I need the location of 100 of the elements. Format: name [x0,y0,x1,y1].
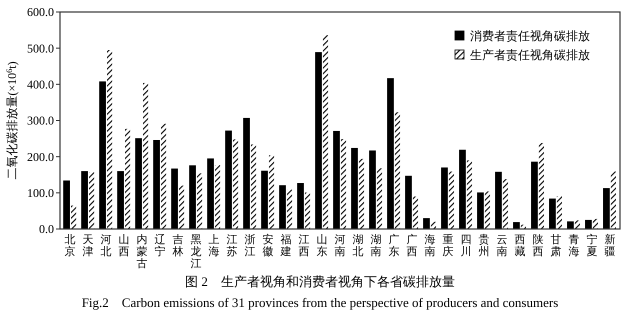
bar [207,158,214,230]
x-tick-label: 河北 [100,234,112,258]
bar [405,176,412,230]
bar [189,165,196,230]
bar [178,184,185,230]
y-tick-label: 500.0 [27,41,54,56]
x-tick-label: 湖北 [352,234,364,258]
bar [502,178,509,230]
bar [549,198,556,230]
x-tick-label: 宁夏 [586,233,598,258]
bar [358,158,365,230]
bar [466,160,473,230]
bar [369,150,376,230]
bar [117,171,124,230]
x-tick-label: 上海 [208,233,220,258]
bar [333,130,340,230]
bar [225,130,232,230]
x-tick-label: 辽宁 [154,234,166,258]
bar [495,172,502,230]
bar [286,188,293,230]
bar [315,52,322,230]
x-tick-label: 江西 [298,234,310,258]
x-tick-label: 山西 [118,233,130,258]
x-tick-label: 吉林 [172,233,184,258]
x-tick-label: 浙江 [244,233,256,258]
x-tick-label: 天津 [82,234,94,258]
bar [430,221,437,230]
bar [538,142,545,230]
bar [297,183,304,230]
bar [394,111,401,230]
bar [243,118,250,230]
x-tick-label: 重庆 [442,233,454,258]
x-tick-label: 湖南 [370,234,382,258]
bar [484,190,491,230]
bar [232,138,239,230]
bar [387,78,394,230]
bar [574,220,581,230]
x-tick-label: 内蒙古 [136,233,148,270]
bar [63,180,70,230]
bar [322,34,329,230]
bar [88,171,95,230]
bar [351,148,358,230]
bar [556,195,563,230]
legend-label: 消费者责任视角碳排放 [470,29,590,44]
x-tick-label: 甘肃 [550,233,562,258]
bar [171,168,178,230]
y-tick-label: 200.0 [27,150,54,164]
x-tick-label: 北京 [64,233,76,258]
x-tick-label: 河南 [334,234,346,258]
bar [412,196,419,230]
x-tick-label: 云南 [496,234,508,258]
x-tick-label: 江苏 [226,234,238,258]
bar [448,170,455,230]
bar [531,162,538,230]
bar [340,138,347,230]
bar [304,192,311,230]
x-tick-label: 广东 [388,233,400,258]
text: Fig.2 Carbon emissions of 31 provinces from the perspective of producers and consumers [82,295,558,310]
bar [477,192,484,230]
legend-label: 生产者责任视角碳排放 [470,48,590,62]
y-tick-label: 400.0 [27,78,54,92]
bar [196,172,203,230]
y-tick-label: 300.0 [27,114,54,128]
bar [261,170,268,230]
bar [153,140,160,230]
bar [135,138,142,230]
bar [142,82,149,230]
y-tick-label: 0.0 [39,222,54,236]
x-tick-label: 青海 [568,233,580,258]
bar [99,81,106,230]
y-tick-label: 100.0 [27,186,54,200]
x-tick-label: 四川 [460,234,472,258]
x-tick-label: 福建 [280,233,292,258]
x-tick-label: 广西 [406,233,418,258]
bar [81,171,88,230]
bar [585,220,592,230]
bar [160,122,167,230]
bar [603,188,610,230]
x-tick-label: 海南 [424,234,436,258]
bar [610,170,617,230]
bar [250,144,257,230]
x-tick-label: 贵州 [478,233,490,258]
bar [592,218,599,230]
x-tick-label: 新疆 [604,233,616,258]
bar [376,167,383,230]
bar [106,49,113,230]
x-tick-label: 黑龙江 [190,234,202,270]
bar [279,185,286,230]
bar [567,221,574,230]
bar [70,204,77,230]
bar [268,154,275,230]
bar [441,167,448,230]
bar [459,150,466,230]
x-tick-label: 安徽 [262,233,274,258]
bar [423,218,430,230]
bar [124,128,131,230]
x-tick-label: 陕西 [532,234,544,258]
bar [513,222,520,230]
text: 图 2 生产者视角和消费者视角下各省碳排放量 [185,274,455,289]
bar [214,164,221,230]
